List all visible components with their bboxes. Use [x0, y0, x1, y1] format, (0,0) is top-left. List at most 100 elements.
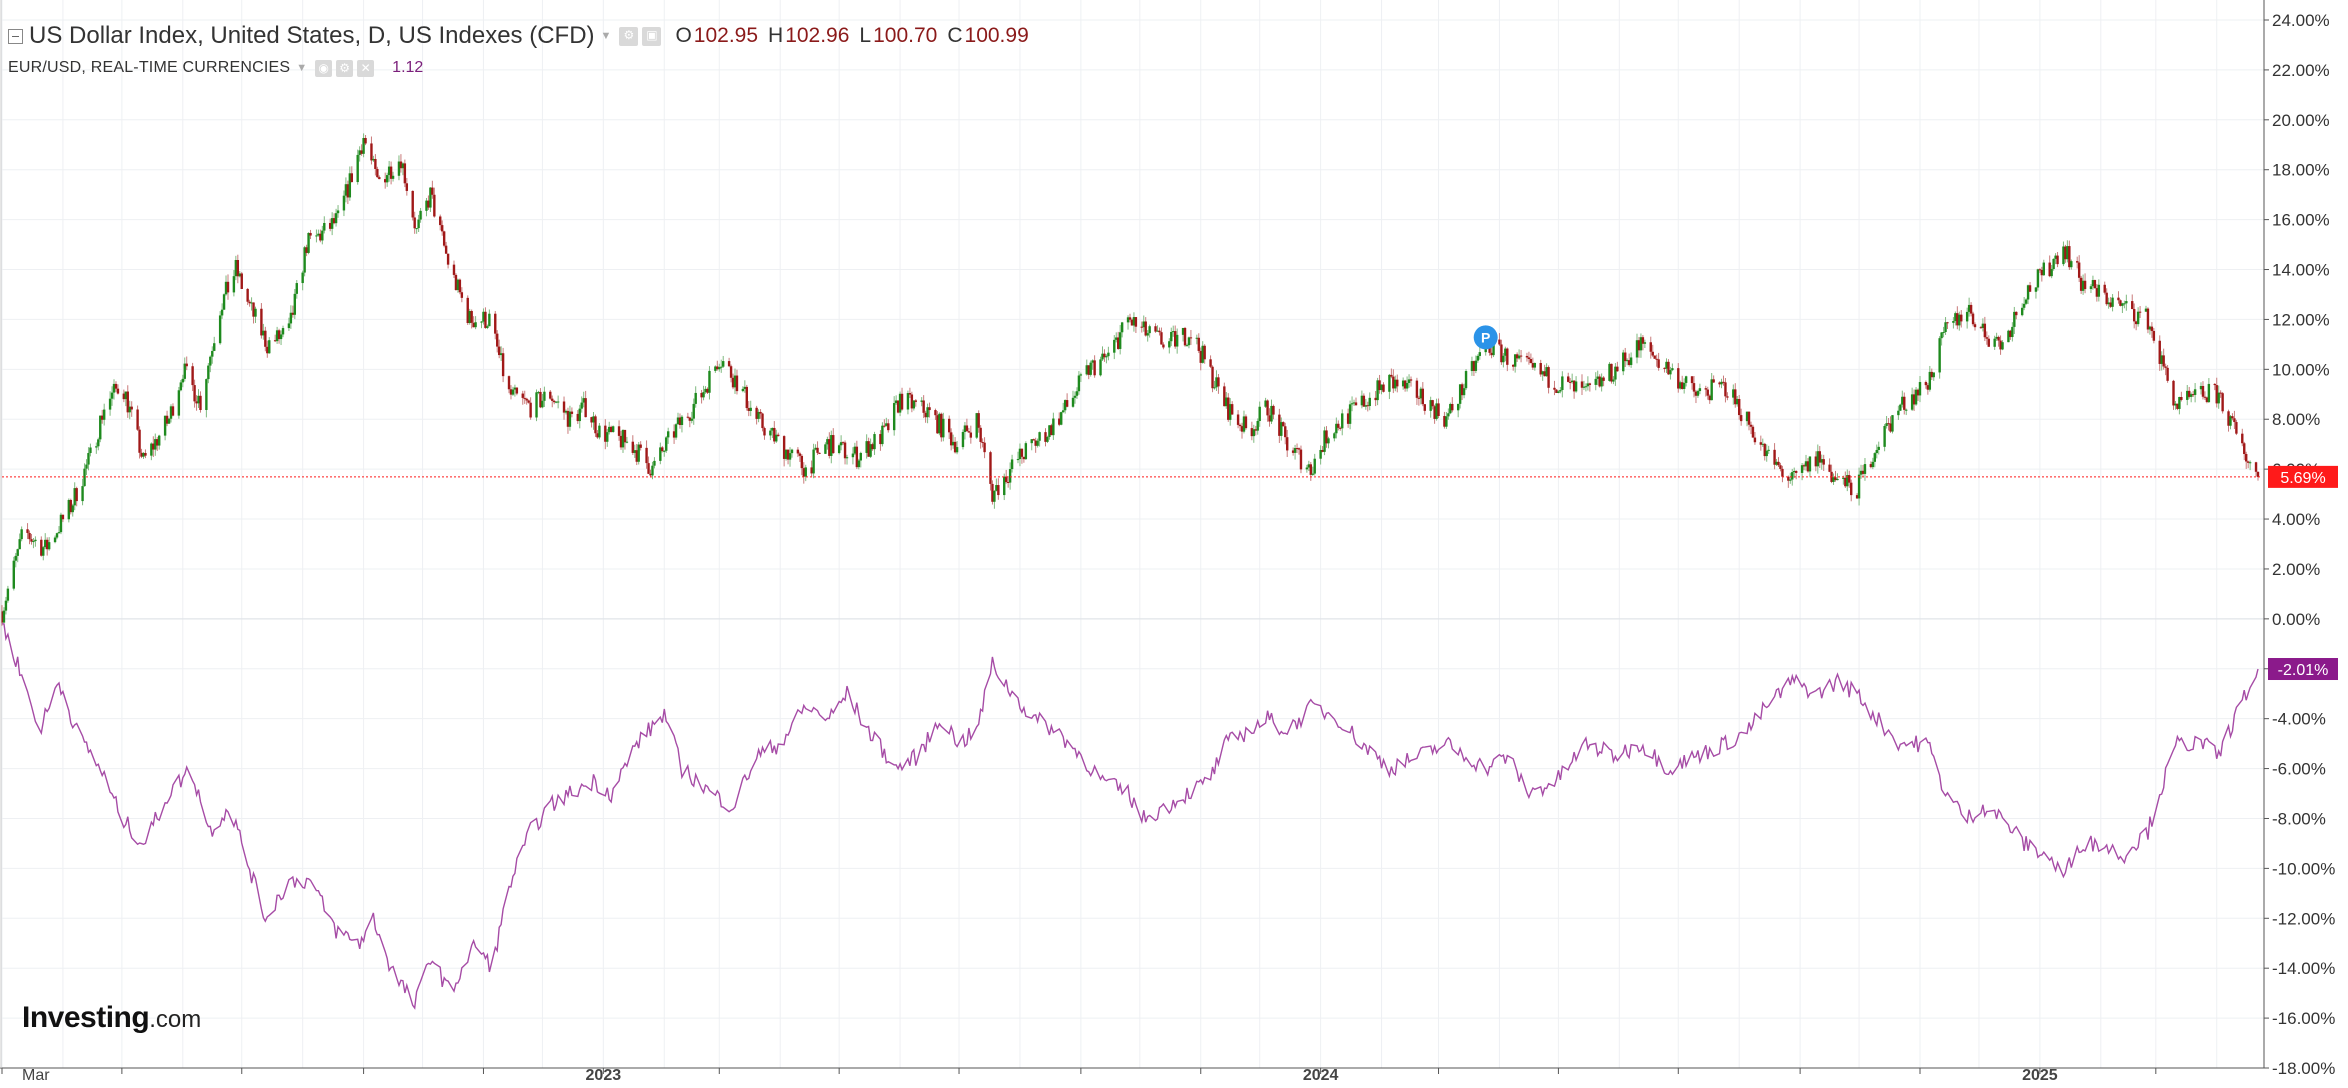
candle-body — [362, 137, 365, 154]
candle-body — [773, 427, 776, 442]
candle-body — [486, 326, 489, 328]
candle-body — [2048, 262, 2051, 277]
candle-body — [1938, 338, 1941, 373]
collapse-legend-button[interactable] — [8, 28, 23, 44]
candle-body — [975, 413, 978, 438]
candle-body — [207, 365, 210, 380]
candle-body — [1199, 350, 1202, 363]
candle-body — [356, 154, 359, 183]
candle-body — [85, 464, 88, 469]
candle-body — [1600, 377, 1603, 387]
candle-body — [440, 225, 444, 232]
candle-body — [2081, 280, 2085, 291]
candle-body — [323, 222, 326, 231]
candle-body — [1657, 359, 1660, 368]
candle-body — [226, 281, 230, 293]
candle-body — [454, 274, 458, 291]
candle-body — [608, 426, 611, 433]
close-icon[interactable]: ✕ — [357, 59, 375, 77]
candle-body — [1117, 337, 1120, 349]
candle-body — [969, 432, 973, 438]
candle-body — [1063, 400, 1067, 411]
chevron-down-icon[interactable]: ▼ — [600, 30, 612, 42]
candle-body — [1789, 479, 1792, 481]
secondary-symbol-title[interactable]: EUR/USD, REAL-TIME CURRENCIES — [8, 59, 291, 76]
candle-body — [1476, 355, 1480, 361]
candle-body — [1364, 405, 1368, 407]
candle-body — [167, 418, 171, 424]
candle-body — [1531, 363, 1535, 368]
candle-body — [1118, 332, 1122, 349]
candle-body — [716, 366, 719, 370]
candle-body — [1694, 391, 1698, 396]
y-tick-label: 24.00% — [2272, 11, 2330, 30]
candle-body — [2105, 292, 2108, 305]
candle-body — [584, 398, 587, 418]
investing-logo: Investing.com — [22, 1001, 201, 1035]
candle-body — [1570, 380, 1574, 383]
candle-body — [2162, 355, 2165, 367]
candle-body — [1335, 423, 1338, 434]
candle-body — [1352, 402, 1356, 404]
candle-body — [686, 416, 690, 418]
y-tick-label: -8.00% — [2272, 809, 2326, 828]
candle-body — [1362, 395, 1366, 407]
candle-body — [910, 394, 914, 409]
candle-body — [1584, 386, 1588, 388]
candle-body — [1533, 362, 1537, 368]
eye-icon[interactable]: ◉ — [315, 59, 333, 77]
candle-body — [1669, 370, 1672, 375]
candle-body — [468, 311, 471, 324]
candle-body — [690, 418, 693, 421]
candle-body — [625, 441, 629, 443]
candle-body — [328, 222, 332, 229]
candle-body — [1555, 389, 1558, 393]
candle-body — [2091, 280, 2095, 287]
candle-body — [1500, 344, 1503, 363]
candle-body — [1211, 366, 1214, 389]
candle-body — [1869, 464, 1873, 468]
candle-body — [1323, 430, 1326, 452]
candle-body — [940, 413, 943, 438]
candle-body — [1553, 387, 1556, 390]
candle-body — [2064, 246, 2067, 260]
candle-body — [1779, 465, 1782, 469]
candle-body — [1993, 338, 1996, 347]
candle-body — [30, 539, 33, 542]
candle-body — [942, 418, 945, 438]
candle-body — [2235, 422, 2238, 434]
candle-body — [857, 460, 861, 468]
chevron-down-icon[interactable]: ▼ — [296, 62, 308, 74]
candle-body — [116, 388, 120, 394]
candle-body — [372, 158, 375, 161]
candle-body — [1956, 313, 1959, 326]
candle-body — [1850, 482, 1853, 496]
format-icon[interactable]: ▣ — [642, 26, 662, 46]
candle-body — [405, 183, 409, 191]
main-symbol-title[interactable]: US Dollar Index, United States, D, US In… — [29, 22, 595, 49]
candle-body — [727, 361, 731, 367]
candle-body — [1254, 429, 1257, 431]
candle-body — [896, 400, 900, 413]
candle-body — [1602, 377, 1605, 381]
candle-body — [845, 457, 849, 459]
ohlc-value: 100.99 — [964, 24, 1029, 47]
candle-body — [800, 455, 804, 469]
candle-body — [661, 447, 664, 452]
candle-body — [2052, 258, 2055, 270]
candle-body — [1952, 320, 1955, 323]
candle-body — [924, 412, 927, 418]
candle-body — [1307, 464, 1311, 468]
candle-body — [1321, 449, 1324, 452]
candle-body — [2103, 284, 2106, 293]
candle-body — [788, 453, 792, 460]
candle-body — [321, 230, 324, 241]
candle-body — [1525, 355, 1529, 358]
event-marker[interactable]: P — [1473, 325, 1498, 350]
candle-body — [1256, 420, 1259, 431]
candle-body — [995, 485, 998, 491]
settings-icon[interactable]: ⚙ — [336, 59, 354, 77]
settings-icon[interactable]: ⚙ — [619, 26, 639, 46]
